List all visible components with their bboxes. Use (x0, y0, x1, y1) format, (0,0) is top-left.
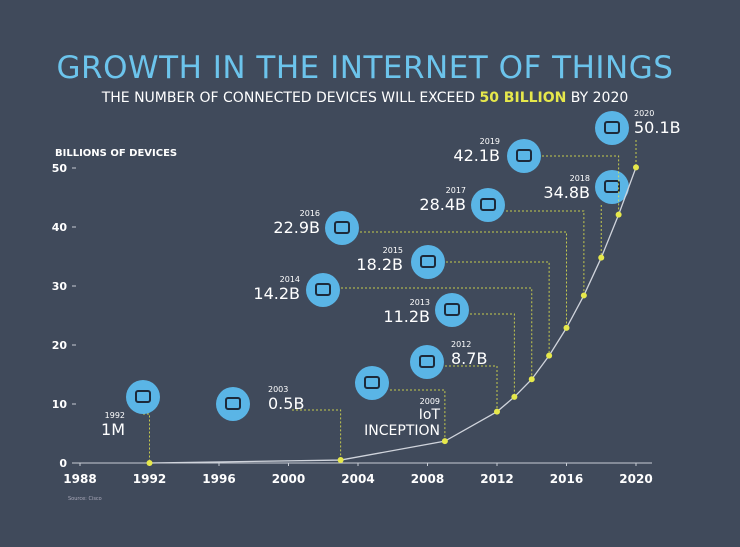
year-label: 1992 (105, 411, 125, 420)
year-label: 2015 (383, 246, 403, 255)
year-label: 2016 (300, 209, 320, 218)
device-icon (595, 170, 629, 204)
value-label: 34.8B (543, 183, 590, 202)
data-point (146, 459, 153, 466)
connector (292, 409, 342, 461)
value-label: 8.7B (451, 349, 487, 368)
device-icon (306, 273, 340, 307)
data-point (494, 408, 500, 415)
device-glyph (516, 149, 532, 162)
year-label: 2014 (280, 275, 300, 284)
y-tick-label: 40 (52, 221, 68, 234)
value-label: 28.4B (419, 195, 466, 214)
device-glyph (444, 303, 460, 316)
value-label: 1M (101, 420, 125, 439)
x-tick-label: 2020 (619, 472, 652, 486)
device-icon (411, 245, 445, 279)
subtitle-highlight: 50 BILLION (479, 90, 566, 106)
device-glyph (364, 376, 380, 389)
device-glyph (604, 180, 620, 193)
year-label: 2018 (570, 174, 590, 183)
device-glyph (420, 255, 436, 268)
device-icon (325, 211, 359, 245)
value-label: 22.9B (273, 218, 320, 237)
value-label: 0.5B (268, 394, 304, 413)
data-point (546, 352, 553, 359)
device-icon (435, 293, 469, 327)
subtitle-part: BY 2020 (566, 90, 628, 106)
year-label: 2019 (480, 137, 500, 146)
data-point (441, 438, 448, 445)
x-tick-label: 2008 (411, 472, 444, 486)
x-tick-label: 1996 (202, 472, 235, 486)
chart-subtitle: THE NUMBER OF CONNECTED DEVICES WILL EXC… (101, 90, 629, 106)
connector (390, 389, 446, 442)
connector (506, 210, 585, 296)
data-point (337, 457, 344, 464)
y-tick-label: 10 (52, 398, 68, 411)
year-label: 2020 (634, 109, 654, 118)
y-tick-label: 50 (52, 162, 68, 175)
value-label: 11.2B (383, 307, 430, 326)
value-label: 14.2B (253, 284, 300, 303)
connector (445, 365, 498, 412)
x-tick-label: 2004 (341, 472, 374, 486)
y-axis-label: BILLIONS OF DEVICES (55, 148, 177, 159)
value-label: 42.1B (453, 146, 500, 165)
source: Source: Cisco (68, 496, 102, 502)
year-label: 2003 (268, 385, 288, 394)
data-point (633, 164, 639, 171)
x-tick-label: 1988 (63, 472, 96, 486)
value-label: 50.1B (634, 118, 681, 137)
y-tick-label: 0 (59, 457, 67, 470)
device-glyph (334, 221, 350, 234)
device-icon (216, 387, 250, 421)
connector (446, 261, 550, 356)
device-icon (507, 139, 541, 173)
x-tick-label: 2000 (272, 472, 305, 486)
device-glyph (225, 397, 241, 410)
data-point (598, 254, 605, 261)
data-point (563, 324, 570, 331)
device-glyph (135, 390, 151, 403)
year-label: 2009 (420, 397, 440, 406)
connector (542, 155, 620, 215)
device-glyph (419, 355, 435, 368)
value-label: 18.2B (356, 255, 403, 274)
inception-label: INCEPTION (364, 423, 440, 439)
device-icon (355, 366, 389, 400)
x-tick-label: 2016 (550, 472, 583, 486)
device-icon (595, 111, 629, 145)
device-icon (471, 188, 505, 222)
x-tick-label: 2012 (480, 472, 513, 486)
data-point (615, 211, 622, 218)
data-point (511, 393, 518, 400)
growth-line (149, 167, 637, 464)
y-tick-label: 20 (52, 339, 68, 352)
year-label: 2013 (410, 298, 430, 307)
year-label: 2012 (451, 340, 471, 349)
year-label: 2017 (446, 186, 466, 195)
device-glyph (315, 283, 331, 296)
device-icon (410, 345, 444, 379)
connector (470, 313, 515, 397)
chart-title: GROWTH IN THE INTERNET OF THINGS (57, 50, 674, 86)
device-glyph (604, 121, 620, 134)
device-glyph (480, 198, 496, 211)
inception-label: IoT (419, 407, 441, 423)
connector (360, 231, 567, 328)
device-icon (126, 380, 160, 414)
data-point (580, 292, 587, 299)
subtitle-part: THE NUMBER OF CONNECTED DEVICES WILL EXC… (101, 90, 480, 106)
x-tick-label: 1992 (133, 472, 166, 486)
data-point (528, 376, 535, 383)
y-tick-label: 30 (52, 280, 68, 293)
